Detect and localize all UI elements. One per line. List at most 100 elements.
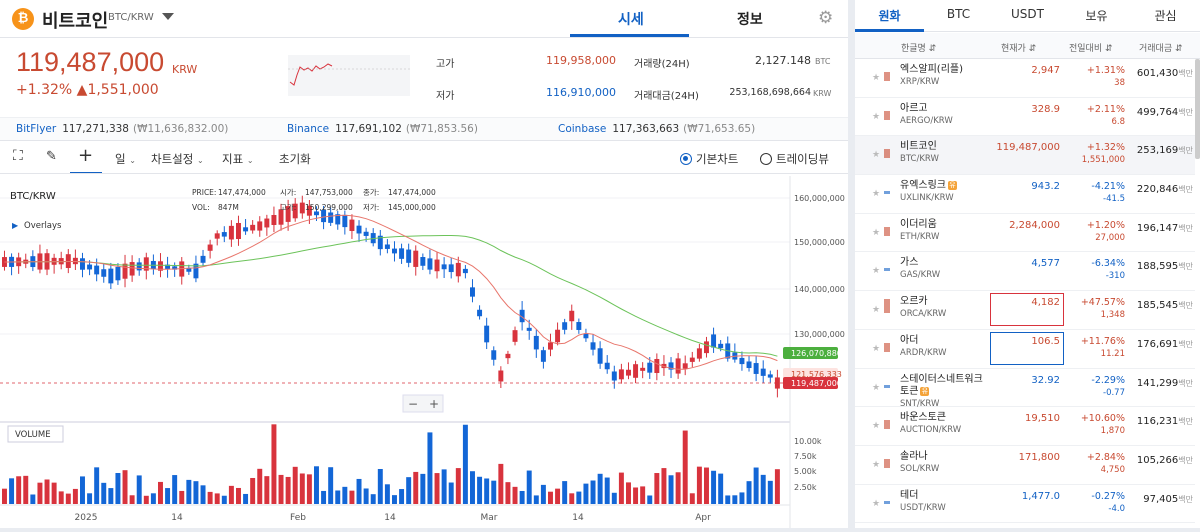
- chart-toolbar: ⛶ ✎ + 일 ⌄ 차트설정 ⌄ 지표 ⌄ 초기화 기본차트 트레이딩뷰: [0, 144, 848, 174]
- ma-short-badge: [783, 368, 838, 379]
- scrollbar[interactable]: [1195, 59, 1200, 159]
- coin-name[interactable]: 비트코인: [42, 11, 109, 32]
- candle-body: [221, 232, 227, 237]
- candle-body: [207, 244, 213, 251]
- chevron-down-icon[interactable]: [162, 13, 174, 20]
- gear-icon[interactable]: ⚙: [818, 8, 834, 28]
- market-row[interactable]: ★ 아더 ARDR/KRW 106.5 +11.76% 11.21 176,691백만: [855, 330, 1195, 369]
- tab-favorites[interactable]: 관심: [1154, 9, 1177, 23]
- candle-body: [328, 212, 334, 223]
- zoom-in-button[interactable]: +: [429, 397, 439, 411]
- market-volume: 176,691백만: [1136, 338, 1193, 350]
- volume-bar: [30, 494, 36, 504]
- tab-krw[interactable]: 원화: [878, 9, 901, 23]
- candle-body: [172, 266, 178, 270]
- star-icon[interactable]: ★: [872, 189, 881, 200]
- candle-body: [562, 322, 568, 330]
- volume-bar: [753, 467, 759, 504]
- volume-bar: [328, 467, 334, 504]
- overlays-toggle[interactable]: Overlays: [24, 221, 62, 231]
- volume-bar: [200, 485, 206, 504]
- market-row[interactable]: ★ 비트코인 BTC/KRW 119,487,000 +1.32% 1,551,000 25…: [855, 136, 1195, 176]
- pencil-icon[interactable]: ✎: [46, 149, 57, 164]
- volume-bar: [484, 478, 490, 504]
- market-price: 119,487,000: [996, 142, 1060, 154]
- star-icon[interactable]: ★: [872, 150, 881, 161]
- candle-body: [533, 335, 539, 350]
- volume-bar: [129, 495, 135, 504]
- volume-bar: [399, 489, 405, 504]
- mini-candle-icon: [884, 500, 890, 504]
- price-chart[interactable]: BTC/KRW ▶ Overlays PRICE: 147,474,000 시가…: [0, 176, 848, 528]
- zoom-out-button[interactable]: −: [408, 397, 418, 411]
- market-row[interactable]: ★ 이더리움 ETH/KRW 2,284,000 +1.20% 27,000 196,147…: [855, 214, 1195, 253]
- exchange-coinbase: Coinbase 117,363,663 (₩71,653.65): [558, 123, 756, 135]
- candle-body: [257, 221, 263, 231]
- candle-body: [618, 369, 624, 380]
- market-row[interactable]: ★ 아르고 AERGO/KRW 328.9 +2.11% 6.8 499,764백만: [855, 98, 1195, 137]
- market-ticker: SNT/KRW: [900, 398, 940, 409]
- volume-bar: [236, 487, 241, 504]
- overlays-triangle-icon[interactable]: ▶: [12, 221, 19, 230]
- market-change: -2.29% -0.77: [1091, 374, 1125, 398]
- tab-info[interactable]: 정보: [737, 12, 763, 28]
- low-label: 저가: [436, 91, 455, 102]
- sort-price[interactable]: 현재가 ⇵: [1001, 44, 1037, 54]
- sort-name[interactable]: 한글명 ⇵: [901, 44, 937, 54]
- ohlc-open-value: 147,753,000: [305, 188, 353, 197]
- volume-bar: [675, 472, 681, 504]
- candle-body: [406, 249, 412, 263]
- period-select[interactable]: 일 ⌄: [115, 152, 136, 166]
- fullscreen-icon[interactable]: ⛶: [13, 148, 23, 164]
- volume-bar: [498, 463, 504, 504]
- tab-btc[interactable]: BTC: [946, 7, 971, 21]
- chart-canvas[interactable]: BTC/KRW ▶ Overlays PRICE: 147,474,000 시가…: [0, 176, 848, 528]
- chart-settings-select[interactable]: 차트설정 ⌄: [151, 152, 204, 166]
- candle-body: [427, 258, 433, 270]
- star-icon[interactable]: ★: [872, 459, 881, 470]
- volume-bar: [306, 474, 312, 504]
- volume-bar: [455, 468, 461, 504]
- volume-bar: [193, 481, 199, 504]
- sort-volume[interactable]: 거래대금 ⇵: [1139, 44, 1183, 54]
- candle-body: [72, 257, 78, 265]
- market-ticker: AERGO/KRW: [900, 115, 953, 126]
- market-row[interactable]: ★ 가스 GAS/KRW 4,577 -6.34% -310 188,595백만: [855, 252, 1195, 292]
- reset-button[interactable]: 초기화: [279, 152, 311, 166]
- star-icon[interactable]: ★: [872, 266, 881, 277]
- market-row[interactable]: ★ 솔라나 SOL/KRW 171,800 +2.84% 4,750 105,266백만: [855, 446, 1195, 485]
- chart-pair-label: BTC/KRW: [10, 191, 56, 202]
- star-icon[interactable]: ★: [872, 343, 881, 354]
- tab-holdings[interactable]: 보유: [1085, 9, 1108, 23]
- volume-bar: [2, 488, 7, 504]
- mini-chart: [288, 55, 410, 96]
- star-icon[interactable]: ★: [872, 421, 881, 432]
- mini-candle-icon: [884, 458, 890, 468]
- market-row[interactable]: ★ 테더 USDT/KRW 1,477.0 -0.27% -4.0 97,405백만: [855, 485, 1195, 524]
- candle-body: [214, 233, 220, 239]
- star-icon[interactable]: ★: [872, 111, 881, 122]
- market-row[interactable]: ★ 오르카 ORCA/KRW 4,182 +47.57% 1,348 185,545백만: [855, 291, 1195, 330]
- tab-usdt[interactable]: USDT: [1011, 7, 1044, 21]
- basic-chart-radio[interactable]: 기본차트: [680, 151, 738, 167]
- indicators-select[interactable]: 지표 ⌄: [222, 152, 254, 166]
- sort-change[interactable]: 전일대비 ⇵: [1069, 44, 1113, 54]
- market-ticker: UXLINK/KRW: [900, 193, 954, 204]
- star-icon[interactable]: ★: [872, 305, 881, 316]
- star-icon[interactable]: ★: [872, 382, 881, 393]
- star-icon[interactable]: ★: [872, 227, 881, 238]
- star-icon[interactable]: ★: [872, 73, 881, 83]
- market-row[interactable]: ★ 엑스알피(리플) XRP/KRW 2,947 +1.31% 38 601,430백만: [855, 59, 1195, 98]
- star-icon[interactable]: ★: [872, 498, 881, 509]
- market-row[interactable]: ★ 바운스토큰 AUCTION/KRW 19,510 +10.60% 1,870 116,2…: [855, 407, 1195, 446]
- crosshair-icon[interactable]: +: [78, 145, 94, 166]
- market-price: 171,800: [1018, 451, 1060, 463]
- tradingview-radio[interactable]: 트레이딩뷰: [760, 151, 829, 167]
- tab-market-price[interactable]: 시세: [618, 12, 644, 28]
- amount-24h-unit: KRW: [813, 89, 832, 98]
- volume-bar: [618, 472, 624, 504]
- candle-body: [143, 257, 149, 271]
- bitcoin-icon: ₿: [12, 8, 34, 30]
- market-row[interactable]: ★ 스테이터스네트워크토큰 유 SNT/KRW 32.92 -2.29% -0.77 141,…: [855, 369, 1195, 409]
- market-row[interactable]: ★ 유엑스링크 유 UXLINK/KRW 943.2 -4.21% -41.5 220,846…: [855, 175, 1195, 214]
